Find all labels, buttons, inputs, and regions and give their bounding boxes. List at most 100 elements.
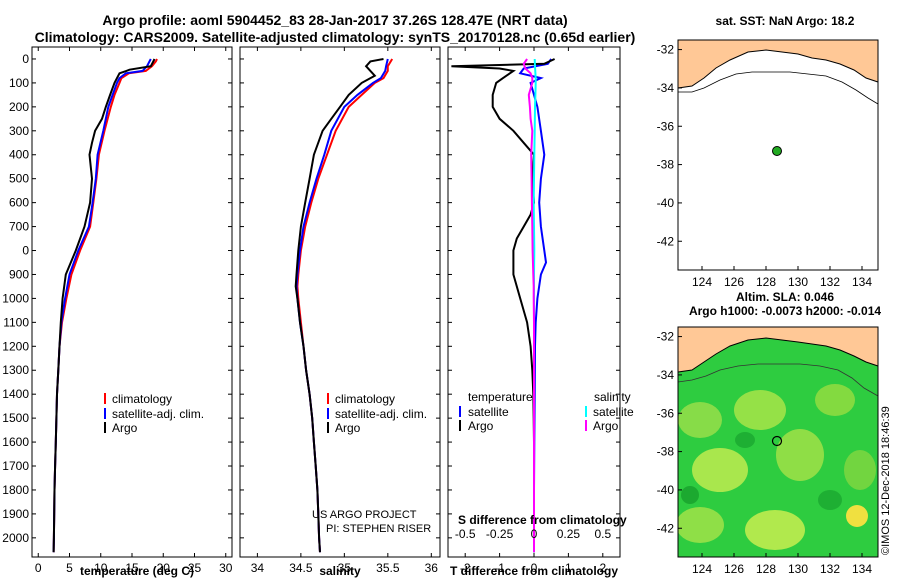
x-tick-label: 0 <box>35 561 42 575</box>
s-tick-label: 0 <box>531 527 538 541</box>
series-line-argo <box>52 58 156 553</box>
legend-label-climatology: climatology <box>335 392 395 406</box>
legend-label-satellite: satellite-adj. clim. <box>335 407 427 421</box>
map-y-tick-label: -42 <box>657 234 675 248</box>
legend-title-salinity: salinity <box>594 390 631 404</box>
y-tick-label: 1700 <box>2 459 29 473</box>
series-line-s-argo <box>522 58 535 553</box>
map-x-tick-label: 126 <box>724 562 744 576</box>
x-tick-label: 36 <box>425 561 439 575</box>
sla-map-land <box>677 326 879 373</box>
y-tick-label: 1200 <box>2 339 29 353</box>
legend-label-climatology: climatology <box>112 392 172 406</box>
project-line-2: PI: STEPHEN RISER <box>326 523 431 535</box>
sst-float-marker <box>772 146 782 156</box>
y-tick-label: 500 <box>9 172 29 186</box>
map-x-tick-label: 132 <box>820 275 840 289</box>
sst-map-shelf-contour <box>678 71 879 105</box>
y-tick-label: 700 <box>9 220 29 234</box>
map-y-tick-label: -40 <box>657 196 675 210</box>
y-tick-label: 600 <box>9 196 29 210</box>
sla-map-title-1: Altim. SLA: 0.046 <box>735 290 835 304</box>
map-y-tick-label: -38 <box>657 445 675 459</box>
y-tick-label: 100 <box>9 76 29 90</box>
salinity-plot-frame <box>239 46 441 558</box>
legend-label-t-satellite: satellite <box>468 405 509 419</box>
salinity-axis-label: salinity <box>319 564 361 578</box>
y-tick-label: 1500 <box>2 411 29 425</box>
x-tick-label: 34.5 <box>289 561 313 575</box>
sla-map-blobs <box>678 384 876 550</box>
x-tick-label: 34 <box>251 561 265 575</box>
s-tick-label: 0.5 <box>594 527 611 541</box>
sst-map-title: sat. SST: NaN Argo: 18.2 <box>715 14 855 28</box>
y-tick-label: 300 <box>9 124 29 138</box>
title-line-1: Argo profile: aoml 5904452_83 28-Jan-201… <box>102 12 568 28</box>
y-tick-label: 400 <box>9 148 29 162</box>
s-tick-label: -0.25 <box>486 527 514 541</box>
x-tick-label: 20 <box>157 561 171 575</box>
temperature-axis-label: temperature (deg C) <box>80 564 194 578</box>
y-tick-label: 1900 <box>2 507 29 521</box>
sla-map-contour <box>677 363 879 397</box>
x-tick-label: 1 <box>565 561 572 575</box>
y-tick-label: 900 <box>9 267 29 281</box>
t-difference-axis-label: T difference from climatology <box>450 564 618 578</box>
map-y-tick-label: -32 <box>657 330 675 344</box>
x-tick-label: 30 <box>219 561 233 575</box>
s-difference-label: S difference from climatology <box>458 513 627 527</box>
salinity-legend: climatology satellite-adj. clim. Argo <box>327 392 427 435</box>
y-tick-label: 1800 <box>2 483 29 497</box>
s-tick-label: -0.5 <box>455 527 476 541</box>
x-tick-label: -2 <box>460 561 471 575</box>
sla-map-title-2: Argo h1000: -0.0073 h2000: -0.014 <box>688 304 882 318</box>
project-line-1: US ARGO PROJECT <box>312 509 417 521</box>
y-tick-label: 2000 <box>2 531 29 545</box>
sla-float-marker <box>771 435 783 447</box>
y-tick-label: 1000 <box>2 291 29 305</box>
difference-legend: temperature satellite Argo salinity sate… <box>459 390 634 433</box>
map-x-tick-label: 128 <box>756 275 776 289</box>
map-x-tick-label: 134 <box>852 562 872 576</box>
legend-label-s-argo: Argo <box>593 419 619 433</box>
s-tick-label: 0.25 <box>557 527 581 541</box>
map-x-tick-label: 126 <box>724 275 744 289</box>
map-y-tick-label: -36 <box>657 406 675 420</box>
y-tick-label: 1600 <box>2 435 29 449</box>
sla-map-frame <box>677 326 879 558</box>
x-tick-label: 35 <box>338 561 352 575</box>
map-y-tick-label: -34 <box>657 81 675 95</box>
legend-label-t-argo: Argo <box>468 419 494 433</box>
title-line-2: Climatology: CARS2009. Satellite-adjuste… <box>34 29 636 45</box>
sst-map-frame <box>677 39 879 271</box>
legend-label-s-satellite: satellite <box>593 405 634 419</box>
legend-label-satellite: satellite-adj. clim. <box>112 407 204 421</box>
x-tick-label: 15 <box>125 561 139 575</box>
map-x-tick-label: 124 <box>692 275 712 289</box>
x-tick-label: 2 <box>599 561 606 575</box>
map-x-tick-label: 132 <box>820 562 840 576</box>
legend-label-argo: Argo <box>112 421 138 435</box>
x-tick-label: 25 <box>188 561 202 575</box>
y-tick-label: 0 <box>22 244 29 258</box>
temperature-legend: climatology satellite-adj. clim. Argo <box>104 392 204 435</box>
y-tick-label: 1100 <box>3 315 29 329</box>
map-y-tick-label: -38 <box>657 158 675 172</box>
map-y-tick-label: -36 <box>657 119 675 133</box>
map-x-tick-label: 124 <box>692 562 712 576</box>
x-tick-label: 5 <box>66 561 73 575</box>
sst-map-land <box>677 39 879 89</box>
sst-map <box>677 39 879 271</box>
map-y-tick-label: -40 <box>657 483 675 497</box>
x-tick-label: -1 <box>494 561 505 575</box>
x-tick-label: 35.5 <box>376 561 400 575</box>
y-tick-label: 0 <box>22 52 29 66</box>
y-tick-label: 200 <box>9 100 29 114</box>
map-y-tick-label: -32 <box>657 43 675 57</box>
x-tick-label: 0 <box>531 561 538 575</box>
map-x-tick-label: 130 <box>788 562 808 576</box>
map-x-tick-label: 128 <box>756 562 776 576</box>
imos-credit: ©IMOS 12-Dec-2018 18:46:39 <box>880 406 892 555</box>
map-x-tick-label: 130 <box>788 275 808 289</box>
